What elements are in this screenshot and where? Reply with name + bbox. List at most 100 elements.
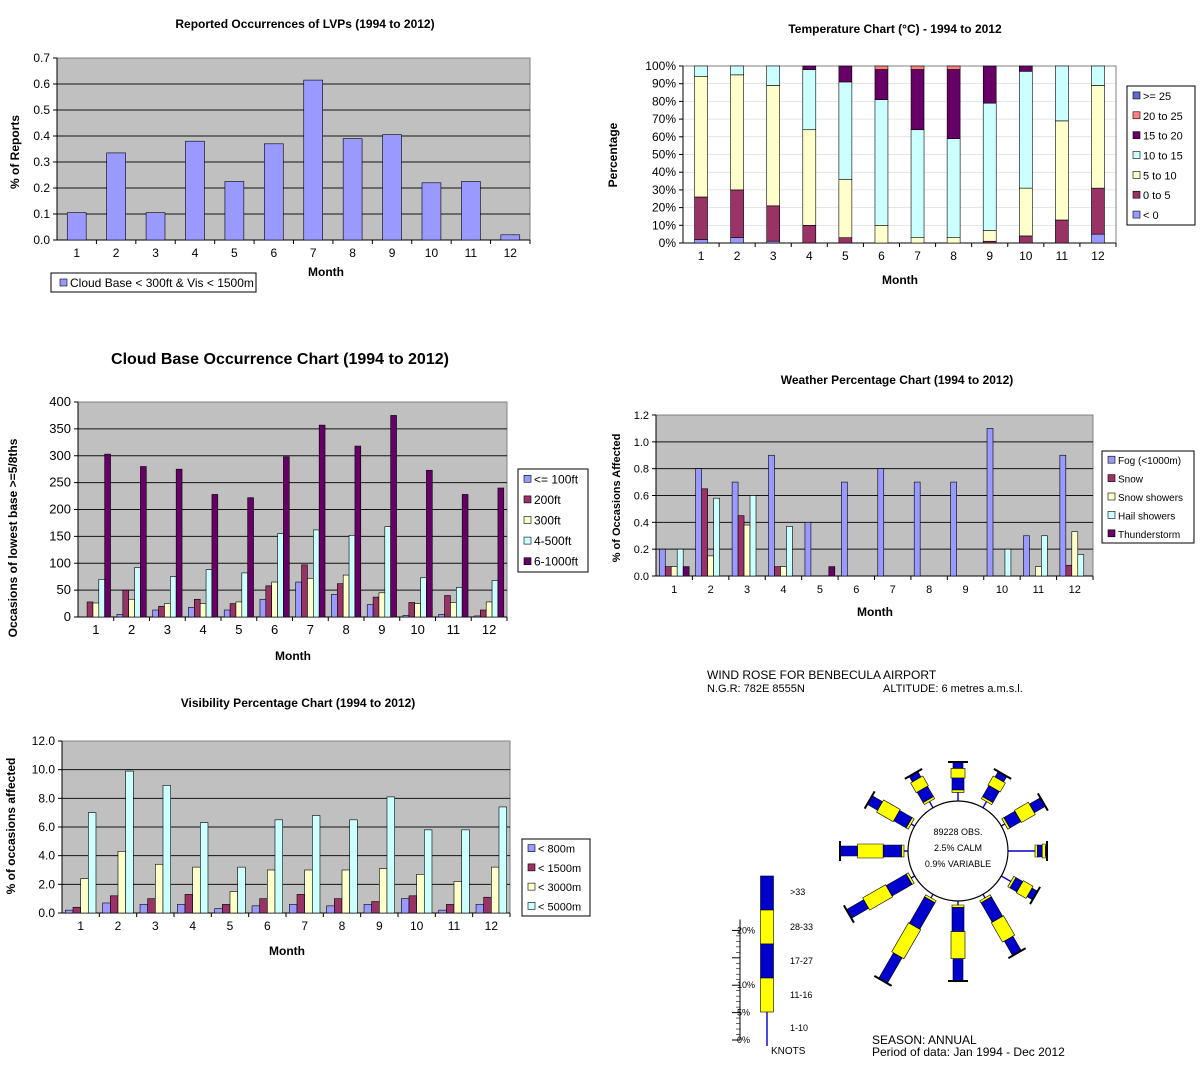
cloud-base-bar-6-1000ft: [140, 466, 147, 618]
temperature-bar-0: [730, 237, 744, 244]
cloud-base-bar-200ft: [158, 605, 165, 618]
temperature-chart-ylabel: Percentage: [606, 122, 620, 187]
wind-rose-segment: [951, 777, 965, 791]
weather-legend-label-thunderstorm: Thunderstorm: [1118, 530, 1180, 541]
cloud-base-legend-label-4-500ft: 4-500ft: [534, 534, 572, 548]
cloud-base-bar-300ft: [199, 603, 207, 618]
lvp-bar-cloud-base-300ft-vis-1500m: [66, 212, 87, 241]
wind-rose-speed-label: 28-33: [790, 922, 813, 932]
cloud-base-legend-label-100ft: <= 100ft: [534, 472, 579, 486]
weather-bar-snow-showers: [780, 566, 787, 577]
cloud-base-bar-6-1000ft: [283, 456, 290, 618]
cloud-base-ytick-label: 150: [49, 528, 71, 543]
cloud-base-bar-200ft: [194, 598, 201, 618]
weather-bar-snow-showers: [1071, 531, 1079, 577]
temperature-ytick-label: 50%: [652, 148, 676, 162]
wind-rose-segment: [952, 958, 964, 982]
visibility-bar-1500m: [222, 904, 231, 914]
lvp-bar-cloud-base-300ft-vis-1500m: [224, 181, 245, 241]
wind-rose-arm-cap: [993, 768, 1012, 780]
weather-bar-thunderstorm: [828, 566, 836, 577]
temperature-legend-swatch-20-to-25: [1132, 111, 1141, 120]
cloud-base-bar-100ft: [366, 604, 374, 618]
wind-rose-scale-label: 20%: [737, 925, 755, 935]
weather-bar-snow: [1065, 564, 1073, 577]
temperature-legend-label-15-to-20: 15 to 20: [1143, 131, 1183, 143]
cloud-base-bar-6-1000ft: [104, 453, 111, 618]
temperature-bar-15-to-20: [874, 69, 889, 100]
cloud-base-xtick-label: 2: [128, 622, 135, 637]
temperature-bar-5-to-10: [694, 76, 708, 198]
wind-rose-segment: [1041, 843, 1046, 859]
lvp-bar-cloud-base-300ft-vis-1500m: [500, 234, 521, 241]
wind-rose-segment: [839, 845, 858, 857]
temperature-legend-label-0: < 0: [1143, 210, 1159, 222]
weather-bar-thunderstorm: [682, 566, 690, 577]
cloud-base-bar-200ft: [301, 564, 308, 618]
lvp-xtick-label: 1: [73, 246, 80, 260]
wind-rose-segment: [980, 796, 994, 806]
visibility-chart-ylabel: % of occasions affected: [4, 758, 18, 895]
cloud-base-bar-300ft: [164, 603, 171, 618]
temperature-ytick-label: 10%: [652, 218, 676, 232]
cloud-base-xtick-label: 6: [271, 622, 278, 637]
cloud-base-bar-200ft: [86, 601, 94, 618]
lvp-xtick-label: 9: [389, 246, 396, 260]
cloud-base-bar-6-1000ft: [318, 424, 326, 618]
wind-rose-center-text: 0.9% VARIABLE: [925, 859, 991, 869]
wind-rose-segment: [862, 884, 894, 911]
weather-bar-fog-1000m: [695, 468, 702, 577]
lvp-chart-title: Reported Occurrences of LVPs (1994 to 20…: [175, 17, 434, 31]
temperature-bar-5-to-10: [946, 237, 961, 244]
visibility-bar-800m: [214, 908, 223, 914]
visibility-chart: Visibility Percentage Chart (1994 to 201…: [4, 696, 591, 958]
cloud-base-bar-6-1000ft: [354, 445, 362, 618]
wind-rose-scale-label: 5%: [737, 1008, 750, 1018]
visibility-bar-3000m: [267, 869, 276, 914]
temperature-ytick-label: 40%: [652, 165, 676, 179]
visibility-bar-5000m: [312, 815, 321, 914]
visibility-bar-800m: [102, 902, 111, 914]
cloud-base-xtick-label: 5: [235, 622, 242, 637]
temperature-bar-10-to-15: [1091, 65, 1105, 86]
visibility-bar-5000m: [349, 819, 358, 914]
lvp-bar-cloud-base-300ft-vis-1500m: [421, 182, 442, 241]
cloud-base-ytick-label: 300: [49, 448, 71, 463]
temperature-chart-xlabel: Month: [882, 273, 918, 287]
cloud-base-bar-300ft: [485, 601, 493, 618]
temperature-xtick-label: 8: [950, 249, 957, 263]
temperature-xtick-label: 5: [842, 249, 849, 263]
weather-ytick-label: 1.0: [634, 437, 649, 449]
wind-rose-arm-cap: [863, 790, 876, 810]
cloud-base-bar-4-500ft: [313, 529, 320, 618]
cloud-base-bar-300ft: [450, 602, 457, 618]
cloud-base-bar-200ft: [444, 595, 451, 618]
visibility-bar-1500m: [408, 895, 417, 914]
cloud-base-bar-300ft: [235, 601, 243, 618]
weather-legend-swatch-snow-showers: [1107, 492, 1116, 501]
cloud-base-ytick-label: 0: [64, 609, 71, 624]
visibility-ytick-label: 12.0: [32, 734, 56, 748]
weather-chart-xlabel: Month: [857, 605, 893, 619]
weather-xtick-label: 9: [962, 584, 968, 596]
temperature-bar-20-to-25: [910, 65, 925, 70]
lvp-ytick-label: 0.3: [33, 155, 50, 169]
visibility-bar-800m: [139, 904, 148, 914]
temperature-legend-label-20-to-25: 20 to 25: [1143, 111, 1183, 123]
temperature-legend-swatch-25: [1132, 91, 1141, 100]
temperature-bar-10-to-15: [1018, 71, 1033, 189]
temperature-legend-swatch-0: [1132, 210, 1141, 219]
cloud-base-xtick-label: 10: [410, 622, 424, 637]
wind-rose-segment: [1007, 875, 1017, 889]
lvp-ytick-label: 0.6: [33, 77, 50, 91]
lvp-xtick-label: 10: [425, 246, 439, 260]
temperature-ytick-label: 0%: [659, 236, 677, 250]
cloud-base-ytick-label: 400: [49, 394, 71, 409]
temperature-xtick-label: 6: [878, 249, 885, 263]
visibility-bar-800m: [438, 909, 447, 914]
cloud-base-bar-300ft: [378, 592, 386, 618]
temperature-bar-10-to-15: [730, 65, 744, 76]
temperature-ytick-label: 70%: [652, 112, 676, 126]
cloud-base-bar-100ft: [295, 581, 302, 618]
weather-xtick-label: 5: [817, 584, 823, 596]
